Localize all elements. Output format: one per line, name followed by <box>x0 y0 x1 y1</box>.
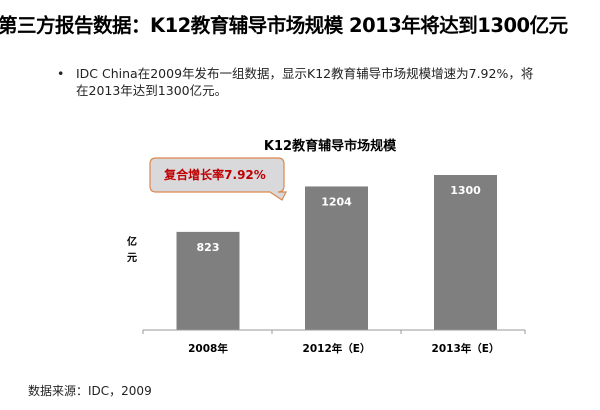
callout-text: 复合增长率7.92% <box>163 167 266 182</box>
data-source: 数据来源：IDC，2009 <box>28 384 152 398</box>
chart-title: K12教育辅导市场规模 <box>264 138 397 154</box>
x-tick-label: 2008年 <box>188 342 228 355</box>
y-axis-label-2: 元 <box>127 252 137 264</box>
bullet-point: • IDC China在2009年发布一组数据，显示K12教育辅导市场规模增速为… <box>57 65 536 99</box>
data-label: 1300 <box>450 184 481 197</box>
x-tick-label: 2013年（E） <box>432 342 500 355</box>
bar-2 <box>434 175 497 330</box>
bar-0 <box>176 231 240 330</box>
data-label: 1204 <box>321 195 352 208</box>
callout-bubble <box>149 157 287 201</box>
data-label: 823 <box>197 241 220 254</box>
bar-1 <box>305 186 368 330</box>
bullet-icon: • <box>57 66 65 81</box>
growth-callout: 复合增长率7.92% <box>149 157 287 201</box>
x-tick-label: 2012年（E） <box>303 342 371 355</box>
y-axis-label-1: 亿 <box>127 235 137 248</box>
bullet-text: IDC China在2009年发布一组数据，显示K12教育辅导市场规模增速为7.… <box>76 66 534 98</box>
slide-title: 第三方报告数据：K12教育辅导市场规模 2013年将达到1300亿元 <box>0 14 568 37</box>
